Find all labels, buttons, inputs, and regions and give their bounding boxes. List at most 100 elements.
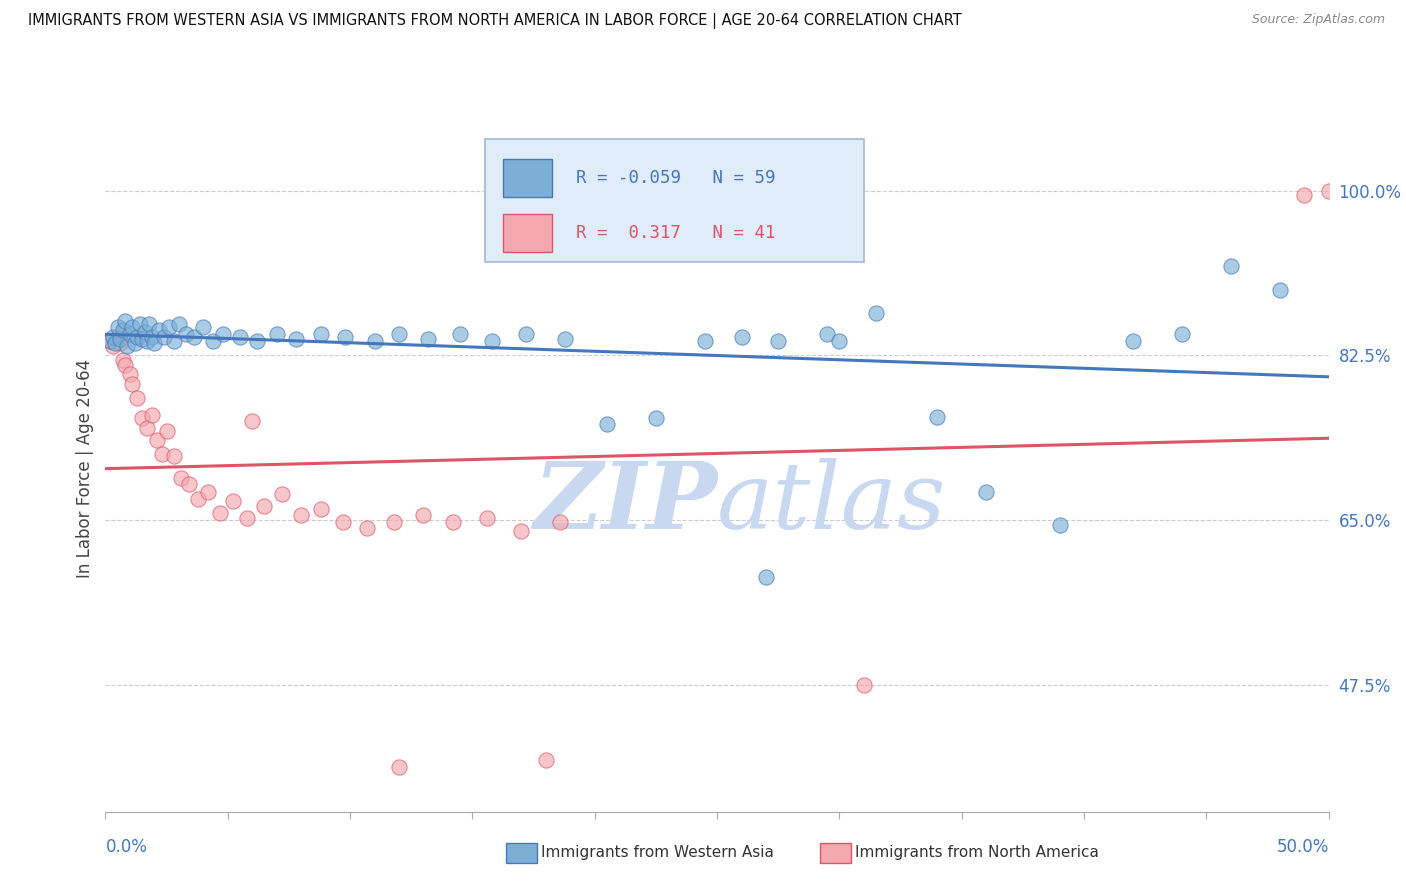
Point	[177, 477, 200, 491]
Point	[550, 515, 572, 529]
Point	[111, 323, 134, 337]
Point	[596, 417, 619, 431]
Point	[108, 332, 131, 346]
Point	[98, 334, 121, 349]
Point	[163, 334, 186, 349]
Point	[114, 358, 136, 372]
Point	[240, 414, 263, 428]
Point	[1317, 184, 1340, 198]
Point	[101, 329, 124, 343]
Point	[693, 184, 716, 198]
Point	[121, 376, 143, 391]
Point	[136, 334, 159, 349]
Point	[104, 336, 127, 351]
Point	[143, 336, 166, 351]
Point	[1268, 283, 1291, 297]
Point	[183, 329, 205, 343]
Point	[356, 520, 378, 534]
Point	[127, 329, 149, 343]
Point	[852, 678, 875, 692]
Point	[266, 326, 288, 341]
Point	[202, 334, 225, 349]
Text: ZIP: ZIP	[533, 458, 717, 548]
Text: Immigrants from Western Asia: Immigrants from Western Asia	[541, 846, 775, 860]
Point	[755, 569, 778, 583]
Point	[693, 334, 716, 349]
Point	[534, 753, 557, 767]
Point	[1171, 326, 1194, 341]
Point	[141, 408, 163, 422]
Point	[554, 332, 576, 346]
Point	[441, 515, 464, 529]
FancyBboxPatch shape	[485, 138, 863, 262]
Point	[285, 332, 308, 346]
Point	[309, 326, 332, 341]
Point	[118, 368, 141, 382]
Point	[107, 320, 129, 334]
Point	[510, 524, 533, 539]
Point	[418, 332, 440, 346]
Point	[128, 318, 150, 332]
FancyBboxPatch shape	[503, 159, 553, 197]
Point	[335, 329, 357, 343]
Point	[221, 494, 243, 508]
Point	[114, 313, 136, 327]
Point	[138, 318, 160, 332]
Point	[193, 320, 215, 334]
Point	[644, 411, 668, 425]
Point	[136, 421, 159, 435]
Point	[163, 449, 186, 463]
Point	[187, 492, 209, 507]
Point	[170, 471, 193, 485]
Point	[108, 336, 131, 351]
Point	[124, 336, 146, 351]
Point	[974, 484, 997, 499]
Point	[246, 334, 269, 349]
FancyBboxPatch shape	[503, 214, 553, 252]
Text: R =  0.317   N = 41: R = 0.317 N = 41	[576, 224, 776, 242]
Point	[515, 326, 537, 341]
Point	[815, 326, 838, 341]
Point	[475, 511, 498, 525]
Point	[127, 391, 149, 405]
Point	[865, 306, 887, 320]
Point	[236, 511, 259, 525]
Point	[768, 334, 790, 349]
Point	[212, 326, 235, 341]
Text: atlas: atlas	[717, 458, 946, 548]
Point	[388, 326, 411, 341]
Point	[118, 326, 141, 341]
Point	[927, 409, 949, 424]
Point	[363, 334, 385, 349]
Point	[449, 326, 471, 341]
Text: 50.0%: 50.0%	[1277, 838, 1329, 856]
Text: IMMIGRANTS FROM WESTERN ASIA VS IMMIGRANTS FROM NORTH AMERICA IN LABOR FORCE | A: IMMIGRANTS FROM WESTERN ASIA VS IMMIGRAN…	[28, 13, 962, 29]
Point	[131, 332, 153, 346]
Y-axis label: In Labor Force | Age 20-64: In Labor Force | Age 20-64	[76, 359, 94, 578]
Point	[174, 326, 197, 341]
Point	[157, 320, 180, 334]
Point	[146, 433, 169, 447]
Point	[1122, 334, 1144, 349]
Point	[107, 329, 129, 343]
Point	[131, 411, 153, 425]
Point	[290, 508, 312, 523]
Point	[197, 484, 219, 499]
Point	[98, 334, 121, 349]
Point	[412, 508, 434, 523]
Point	[481, 334, 503, 349]
Point	[1049, 517, 1071, 532]
Point	[229, 329, 252, 343]
Point	[209, 506, 232, 520]
Point	[111, 353, 134, 368]
Point	[253, 499, 276, 513]
Text: Immigrants from North America: Immigrants from North America	[855, 846, 1098, 860]
Point	[148, 323, 170, 337]
Point	[134, 325, 156, 339]
Point	[167, 318, 190, 332]
Point	[101, 339, 124, 353]
Text: Source: ZipAtlas.com: Source: ZipAtlas.com	[1251, 13, 1385, 27]
Point	[121, 320, 143, 334]
Point	[1219, 259, 1241, 273]
Point	[153, 329, 176, 343]
